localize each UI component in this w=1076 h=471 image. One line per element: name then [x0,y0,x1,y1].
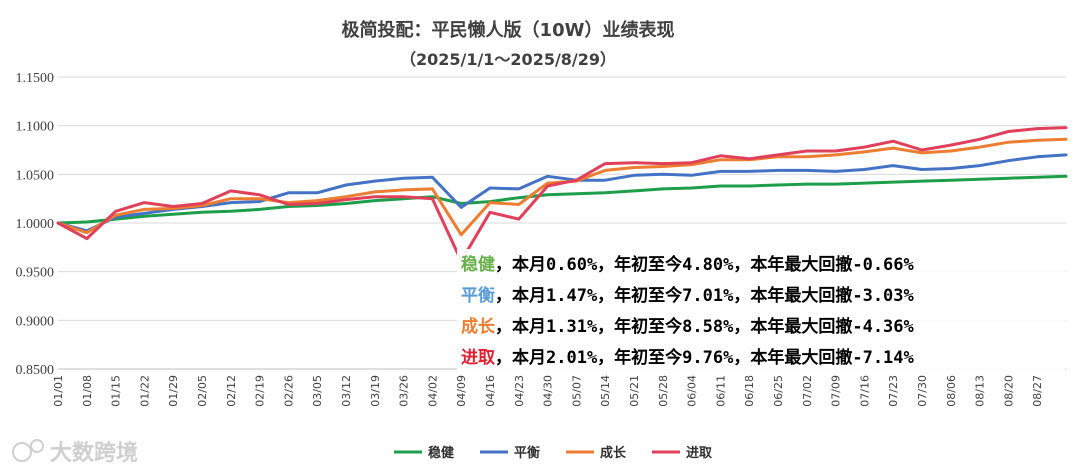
annotation-bg [457,280,1065,308]
x-tick-label: 05/28 [657,375,670,407]
annotation-bg [457,311,1065,339]
chart-subtitle: （2025/1/1～2025/8/29） [400,50,616,69]
x-tick-label: 03/26 [398,375,411,407]
x-tick-label: 01/15 [110,375,123,407]
x-tick-label: 02/12 [225,375,238,407]
x-tick-label: 04/30 [542,375,555,407]
x-tick-label: 02/26 [282,375,295,407]
annotation-稳健: 稳健，本月0.60%，年初至今4.80%，本年最大回撤-0.66% [461,254,915,275]
x-tick-label: 08/13 [974,375,987,407]
x-tick-label: 01/29 [167,375,180,407]
legend: 稳健 平衡 成长 进取 [394,445,713,461]
y-tick-label: 1.0000 [16,217,55,232]
annotation-stats: ，本月1.31%，年初至今8.58%，本年最大回撤-4.36% [495,316,915,337]
watermark-logo-icon-small [30,439,44,453]
series-line-稳健 [56,174,1068,225]
x-tick-label: 06/18 [743,375,756,407]
y-axis: 0.8500 0.9000 0.9500 1.0000 1.0500 1.1000 1.15… [16,71,55,378]
x-tick-label: 07/09 [830,375,843,407]
series-line-进取 [56,126,1068,263]
x-tick-label: 07/23 [887,375,900,407]
annotation-stats: ，本月1.47%，年初至今7.01%，本年最大回撤-3.03% [495,285,915,306]
x-tick-label: 01/22 [138,375,151,407]
x-tick-label: 05/14 [599,375,612,407]
watermark: 大数跨境 [12,439,138,466]
annotation-bg [457,342,1065,370]
x-tick-label: 05/07 [570,375,583,407]
x-tick-label: 07/02 [801,375,814,407]
x-tick-label: 02/19 [254,375,267,407]
annotation-series-name: 平衡 [461,285,495,306]
x-tick-label: 05/21 [628,375,641,407]
x-tick-label: 01/08 [81,375,94,407]
y-tick-label: 1.1000 [16,120,55,135]
annotation-series-name: 成长 [461,316,496,337]
annotation-bg [457,249,1065,277]
watermark-logo-icon [12,442,32,462]
watermark-text: 大数跨境 [50,440,138,466]
annotation-stats: ，本月0.60%，年初至今4.80%，本年最大回撤-0.66% [495,254,915,275]
x-tick-label: 01/01 [52,375,65,407]
x-tick-label: 04/02 [426,375,439,407]
x-tick-label: 07/30 [916,375,929,407]
y-tick-label: 0.8500 [16,363,55,378]
x-tick-label: 08/20 [1002,375,1015,407]
series-lines [56,126,1068,263]
annotation-成长: 成长，本月1.31%，年初至今8.58%，本年最大回撤-4.36% [461,316,915,337]
series-line-平衡 [56,153,1068,233]
legend-label-平衡: 平衡 [514,445,540,461]
x-tick-label: 07/16 [858,375,871,407]
x-tick-label: 06/25 [772,375,785,407]
chart-title: 极简投配：平民懒人版（10W）业绩表现 [342,19,675,41]
x-tick-label: 02/05 [196,375,209,407]
x-tick-label: 03/12 [340,375,353,407]
y-tick-label: 0.9000 [16,314,55,329]
x-tick-label: 08/06 [945,375,958,407]
annotation-series-name: 稳健 [461,254,495,275]
x-axis: 01/01 01/08 01/15 01/22 01/29 02/05 02/12 02/19… [52,375,1044,407]
x-tick-label: 06/04 [686,375,699,407]
performance-annotations: 稳健，本月0.60%，年初至今4.80%，本年最大回撤-0.66%平衡，本月1.… [457,249,1065,370]
x-tick-label: 08/27 [1031,375,1044,407]
annotation-stats: ，本月2.01%，年初至今9.76%，本年最大回撤-7.14% [495,347,915,368]
x-tick-label: 03/19 [369,375,382,407]
annotation-series-name: 进取 [461,348,495,368]
legend-label-成长: 成长 [600,445,627,461]
y-tick-label: 0.9500 [16,266,55,281]
legend-label-进取: 进取 [686,446,713,461]
annotation-平衡: 平衡，本月1.47%，年初至今7.01%，本年最大回撤-3.03% [461,285,915,306]
x-tick-label: 04/23 [513,375,526,407]
y-tick-label: 1.0500 [16,168,55,183]
x-tick-label: 03/05 [311,375,324,407]
x-tick-label: 04/16 [484,375,497,407]
y-tick-label: 1.1500 [16,71,55,86]
x-tick-label: 04/09 [455,375,468,407]
annotation-进取: 进取，本月2.01%，年初至今9.76%，本年最大回撤-7.14% [461,347,915,368]
x-tick-label: 06/11 [714,375,727,407]
legend-label-稳健: 稳健 [428,445,454,461]
